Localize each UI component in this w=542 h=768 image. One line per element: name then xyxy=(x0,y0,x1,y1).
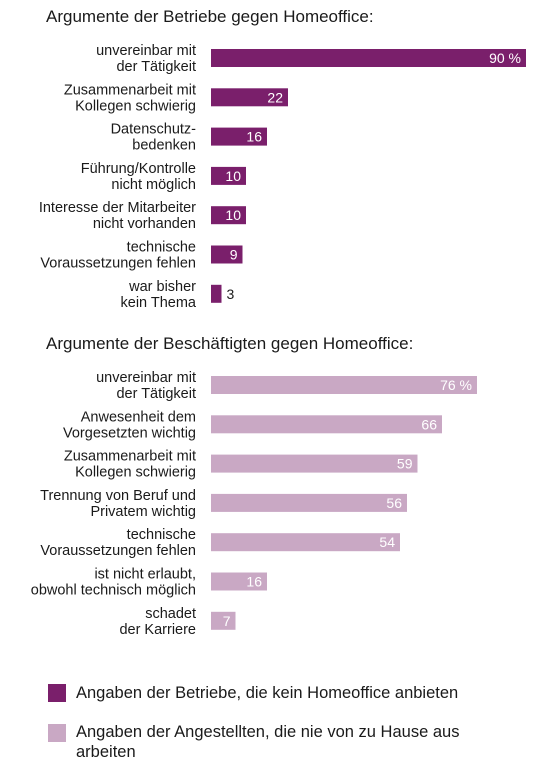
category-label: Führung/Kontrolle nicht möglich xyxy=(81,161,196,193)
bar xyxy=(211,166,246,185)
bar xyxy=(211,206,246,225)
value-label: 59 xyxy=(397,456,413,472)
category-label: technische Voraussetzungen fehlen xyxy=(40,240,196,272)
bar xyxy=(211,454,418,473)
legend-swatch-betriebe xyxy=(48,684,66,702)
category-label: Interesse der Mitarbeiter nicht vorhanden xyxy=(39,200,196,232)
category-label: Trennung von Beruf und Privatem wichtig xyxy=(40,488,196,520)
value-label: 7 xyxy=(223,613,231,629)
bar xyxy=(211,493,407,512)
category-label: unvereinbar mit der Tätigkeit xyxy=(96,370,196,402)
value-label: 22 xyxy=(267,89,283,105)
bar xyxy=(211,415,442,434)
bar xyxy=(211,611,236,630)
category-label: Zusammenarbeit mit Kollegen schwierig xyxy=(64,449,196,481)
value-label: 66 xyxy=(421,416,437,432)
chart-title-betriebe: Argumente der Betriebe gegen Homeoffice: xyxy=(46,7,374,26)
category-label: ist nicht erlaubt, obwohl technisch mögli… xyxy=(31,567,196,599)
legend-label-betriebe: Angaben der Betriebe, die kein Homeoffic… xyxy=(76,684,459,702)
value-label: 16 xyxy=(246,129,262,145)
bar xyxy=(211,127,267,146)
bar xyxy=(211,376,477,394)
chart-title-beschaeftigte: Argumente der Beschäftigten gegen Homeof… xyxy=(46,334,414,353)
value-label: 76 % xyxy=(440,377,472,393)
value-label: 10 xyxy=(225,207,241,223)
bar xyxy=(211,245,243,264)
legend-label-angestellte: Angaben der Angestellten, die nie von zu… xyxy=(76,723,460,761)
category-label: Anwesenheit dem Vorgesetzten wichtig xyxy=(63,409,196,441)
bar xyxy=(211,49,526,67)
value-label: 10 xyxy=(225,168,241,184)
value-label: 54 xyxy=(379,534,395,550)
category-label: technische Voraussetzungen fehlen xyxy=(40,527,196,559)
value-label: 3 xyxy=(227,286,235,302)
value-label: 16 xyxy=(246,574,262,590)
category-label: schadet der Karriere xyxy=(119,606,196,638)
bar xyxy=(211,284,222,303)
category-label: Datenschutz-bedenken xyxy=(111,122,197,154)
bar-charts: unvereinbar mit der Tätigkeit 90 % Zusammen… xyxy=(31,43,526,638)
value-label: 56 xyxy=(386,495,402,511)
bar xyxy=(211,88,288,107)
legend-swatch-angestellte xyxy=(48,724,66,742)
category-label: unvereinbar mit der Tätigkeit xyxy=(96,43,196,75)
value-label: 9 xyxy=(230,247,238,263)
bar xyxy=(211,572,267,591)
bar xyxy=(211,533,400,552)
value-label: 90 % xyxy=(489,50,521,66)
category-label: Zusammenarbeit mit Kollegen schwierig xyxy=(64,82,196,114)
category-label: war bisher kein Thema xyxy=(121,279,197,311)
